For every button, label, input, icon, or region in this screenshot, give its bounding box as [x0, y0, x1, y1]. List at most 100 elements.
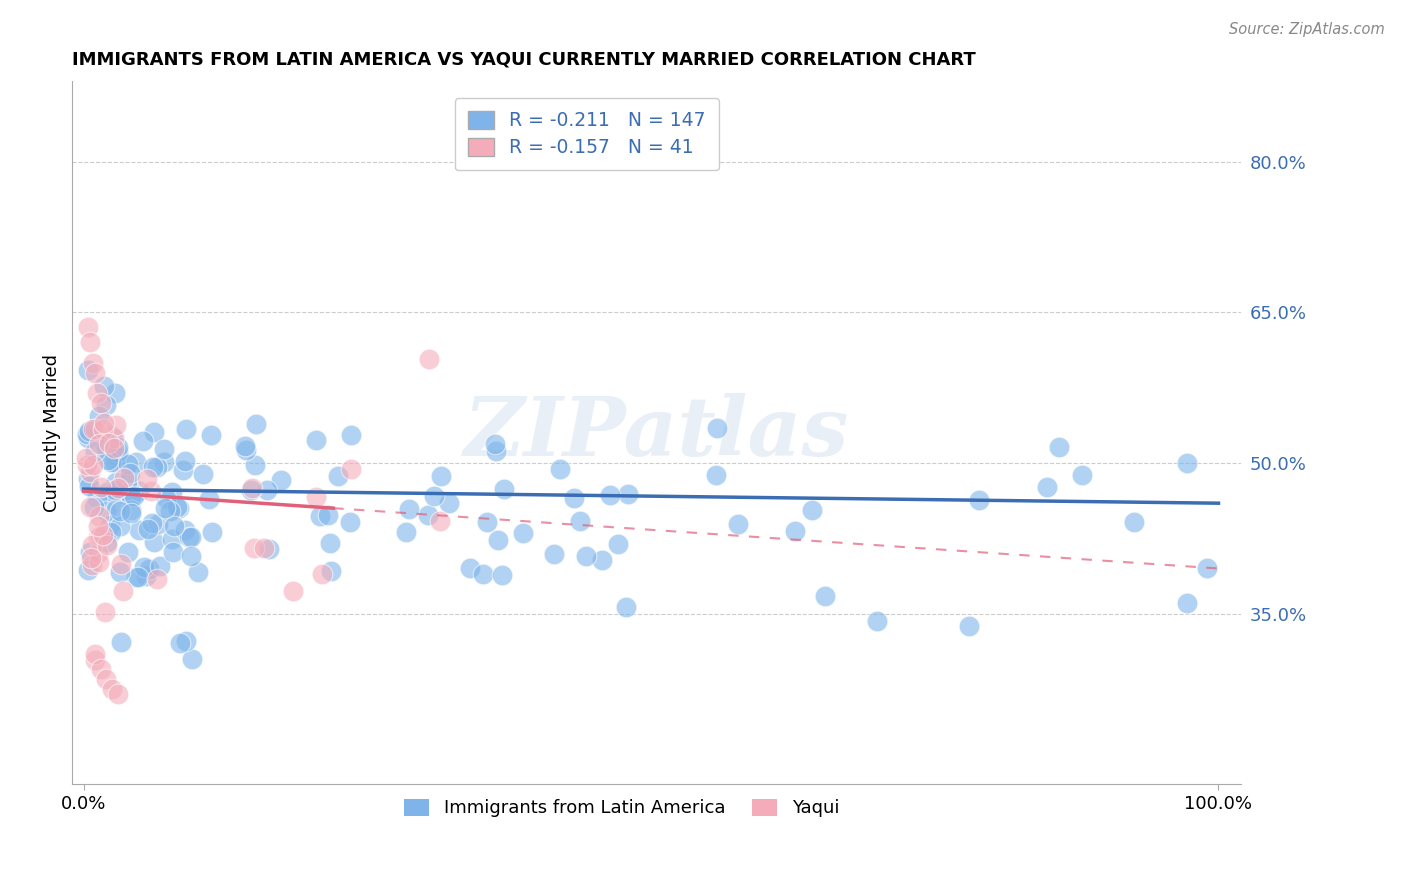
Point	[101, 681, 124, 696]
Point	[103, 431, 125, 445]
Point	[153, 442, 176, 456]
Point	[77, 472, 100, 486]
Point	[395, 524, 418, 539]
Point	[340, 428, 363, 442]
Point	[79, 424, 101, 438]
Point	[107, 440, 129, 454]
Point	[321, 564, 343, 578]
Point	[141, 516, 163, 530]
Point	[89, 529, 111, 543]
Point	[100, 455, 122, 469]
Point	[614, 599, 637, 614]
Point	[416, 508, 439, 523]
Point	[311, 566, 333, 581]
Point	[82, 538, 104, 552]
Point	[138, 562, 160, 576]
Point	[543, 547, 565, 561]
Point	[83, 653, 105, 667]
Point	[148, 516, 170, 531]
Point	[191, 467, 214, 481]
Point	[108, 565, 131, 579]
Point	[94, 439, 117, 453]
Point	[112, 471, 135, 485]
Point	[1177, 597, 1199, 611]
Point	[706, 421, 728, 435]
Point	[87, 519, 110, 533]
Point	[122, 489, 145, 503]
Point	[340, 461, 363, 475]
Point	[152, 455, 174, 469]
Text: ZIPatlas: ZIPatlas	[464, 392, 849, 473]
Point	[174, 523, 197, 537]
Point	[101, 484, 124, 499]
Point	[96, 485, 118, 500]
Point	[118, 466, 141, 480]
Point	[727, 517, 749, 532]
Point	[484, 436, 506, 450]
Point	[132, 560, 155, 574]
Point	[110, 634, 132, 648]
Point	[550, 461, 572, 475]
Point	[172, 463, 194, 477]
Point	[87, 409, 110, 423]
Point	[486, 533, 509, 547]
Point	[967, 492, 990, 507]
Point	[253, 541, 276, 555]
Point	[82, 422, 104, 436]
Point	[149, 558, 172, 573]
Point	[187, 565, 209, 579]
Point	[77, 479, 100, 493]
Point	[233, 439, 256, 453]
Point	[94, 504, 117, 518]
Point	[181, 651, 204, 665]
Point	[167, 501, 190, 516]
Point	[107, 445, 129, 459]
Point	[1123, 516, 1146, 530]
Point	[107, 450, 129, 465]
Point	[569, 514, 592, 528]
Point	[100, 525, 122, 540]
Point	[704, 468, 727, 483]
Point	[607, 537, 630, 551]
Point	[128, 523, 150, 537]
Point	[814, 589, 837, 603]
Point	[143, 425, 166, 440]
Point	[87, 509, 110, 524]
Point	[84, 647, 107, 661]
Point	[83, 500, 105, 515]
Point	[79, 335, 101, 350]
Point	[93, 416, 115, 430]
Point	[117, 457, 139, 471]
Point	[107, 481, 129, 495]
Point	[89, 436, 111, 450]
Point	[283, 583, 305, 598]
Text: IMMIGRANTS FROM LATIN AMERICA VS YAQUI CURRENTLY MARRIED CORRELATION CHART: IMMIGRANTS FROM LATIN AMERICA VS YAQUI C…	[72, 51, 976, 69]
Point	[110, 557, 132, 571]
Point	[104, 385, 127, 400]
Point	[166, 500, 188, 514]
Text: Source: ZipAtlas.com: Source: ZipAtlas.com	[1229, 22, 1385, 37]
Point	[423, 489, 446, 503]
Point	[458, 560, 481, 574]
Point	[162, 544, 184, 558]
Point	[1070, 467, 1092, 482]
Point	[104, 417, 127, 432]
Point	[111, 584, 134, 599]
Point	[93, 378, 115, 392]
Point	[439, 496, 461, 510]
Point	[77, 363, 100, 377]
Point	[305, 433, 328, 447]
Point	[494, 483, 516, 497]
Point	[90, 480, 112, 494]
Point	[326, 468, 349, 483]
Point	[96, 435, 118, 450]
Point	[174, 634, 197, 648]
Point	[319, 536, 342, 550]
Point	[104, 475, 127, 490]
Point	[957, 619, 980, 633]
Point	[159, 504, 181, 518]
Point	[592, 553, 614, 567]
Point	[105, 502, 128, 516]
Point	[139, 484, 162, 499]
Point	[800, 503, 823, 517]
